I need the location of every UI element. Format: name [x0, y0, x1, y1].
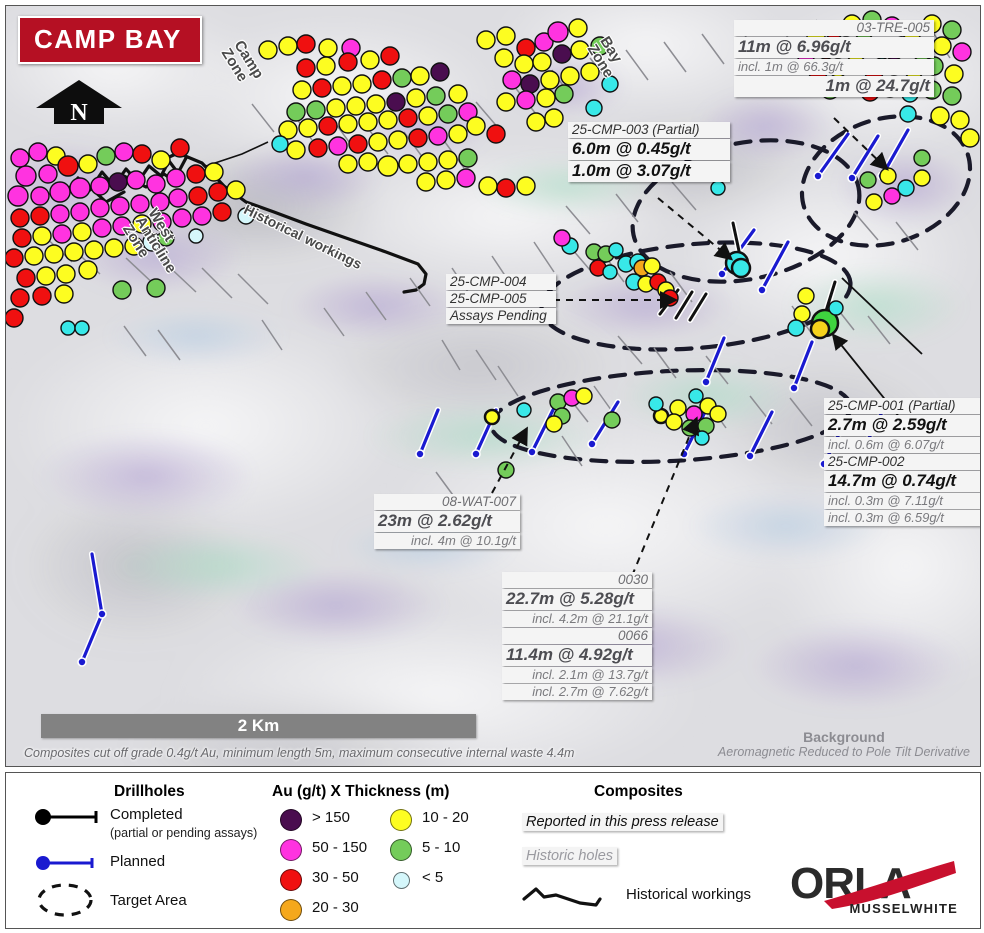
callout-leaders — [491, 117, 889, 577]
planned-drillhole-collars — [77, 171, 887, 667]
callout-25-cmp-001-002: 25-CMP-001 (Partial) 2.7m @ 2.59g/t incl… — [824, 398, 980, 527]
map-panel: CAMP BAY N Camp Zone Bay Zone West Antic… — [5, 5, 981, 767]
map-title-banner: CAMP BAY — [18, 16, 202, 64]
callout-line: 25-CMP-004 — [446, 274, 556, 290]
background-note: Background Aeromagnetic Reduced to Pole … — [718, 729, 970, 759]
leader-25-cmp-001-solid — [841, 277, 923, 355]
legend-grade-gt150-swatch — [280, 809, 302, 831]
callout-line: 25-CMP-002 — [824, 454, 980, 470]
legend-grade-5-10-label: 5 - 10 — [422, 839, 461, 856]
callout-line: 03-TRE-005 — [734, 20, 934, 36]
legend-composites-heading: Composites — [594, 783, 683, 800]
svg-text:N: N — [70, 100, 88, 126]
leader-08-wat-007 — [491, 426, 528, 494]
target-area-far-northeast — [799, 114, 973, 248]
callout-line: incl. 0.3m @ 6.59g/t — [824, 510, 980, 526]
orla-subbrand-label: MUSSELWHITE — [849, 901, 958, 916]
callout-line: 1m @ 24.7g/t — [734, 76, 934, 97]
callout-line: 1.0m @ 3.07g/t — [568, 161, 730, 182]
legend-grade-30-50-label: 30 - 50 — [312, 869, 359, 886]
scale-bar-label: 2 Km — [237, 716, 280, 735]
legend-grade-lt5-label: < 5 — [422, 869, 444, 886]
callout-line: 08-WAT-007 — [374, 494, 520, 510]
legend-historic-chip: Historic holes — [522, 847, 618, 865]
legend-planned-label: Planned — [110, 853, 166, 870]
callout-line: 25-CMP-003 (Partial) — [568, 122, 730, 138]
legend-grade-lt5-swatch — [393, 872, 410, 889]
legend-grade-20-30-label: 20 - 30 — [312, 899, 359, 916]
legend-grade-heading: Au (g/t) X Thickness (m) — [272, 783, 450, 800]
legend-grade-50-150-label: 50 - 150 — [312, 839, 368, 856]
page-title: CAMP BAY — [34, 24, 182, 54]
target-area-icon — [37, 883, 93, 917]
callout-line: 0030 — [502, 572, 652, 588]
legend-grade-30-50-swatch — [280, 869, 302, 891]
callout-03-tre-005: 03-TRE-005 11m @ 6.96g/t incl. 1m @ 66.3… — [734, 20, 934, 98]
historical-workings-icon — [522, 887, 602, 907]
planned-drillhole-icon — [36, 856, 94, 870]
callout-25-cmp-003: 25-CMP-003 (Partial) 6.0m @ 0.45g/t 1.0m… — [568, 122, 730, 183]
callout-line: 2.7m @ 2.59g/t — [824, 415, 980, 436]
callout-line: incl. 0.6m @ 6.07g/t — [824, 437, 980, 453]
callout-line: 25-CMP-001 (Partial) — [824, 398, 980, 414]
target-area-northeast — [630, 138, 862, 284]
callout-line: incl. 2.7m @ 7.62g/t — [502, 684, 652, 700]
callout-line: 11m @ 6.96g/t — [734, 37, 934, 58]
legend-historical-workings-label: Historical workings — [626, 886, 752, 903]
callout-line: incl. 4m @ 10.1g/t — [374, 533, 520, 549]
leader-25-cmp-003 — [657, 197, 734, 261]
background-note-subtitle: Aeromagnetic Reduced to Pole Tilt Deriva… — [717, 745, 970, 759]
callout-line: incl. 4.2m @ 21.1g/t — [502, 611, 652, 627]
callout-25-cmp-004-005: 25-CMP-004 25-CMP-005 Assays Pending — [446, 274, 556, 325]
callout-08-wat-007: 08-WAT-007 23m @ 2.62g/t incl. 4m @ 10.1… — [374, 494, 520, 550]
map-vector-overlay — [6, 10, 980, 667]
callout-line: 14.7m @ 0.74g/t — [824, 471, 980, 492]
callout-line: incl. 0.3m @ 7.11g/t — [824, 493, 980, 509]
legend-reported-chip: Reported in this press release — [522, 813, 723, 831]
legend-grade-50-150-swatch — [280, 839, 302, 861]
completed-drillhole-icon — [35, 809, 98, 825]
callout-line: 0066 — [502, 628, 652, 644]
legend-grade-10-20-swatch — [390, 809, 412, 831]
legend-drillholes-heading: Drillholes — [114, 783, 185, 800]
callout-line: 6.0m @ 0.45g/t — [568, 139, 730, 160]
callout-line: Assays Pending — [446, 308, 556, 324]
callout-line: 25-CMP-005 — [446, 291, 556, 307]
legend-grade-20-30-swatch — [280, 899, 302, 921]
reported-collar-symbols — [483, 250, 840, 426]
callout-line: incl. 2.1m @ 13.7g/t — [502, 667, 652, 683]
legend-target-area-label: Target Area — [110, 892, 187, 909]
legend-panel: Drillholes Completed (partial or pending… — [5, 772, 981, 929]
leader-0030-0066 — [631, 416, 700, 577]
scale-bar: 2 Km — [41, 714, 476, 738]
orla-logo-icon: ORLA — [790, 859, 956, 909]
callout-line: 22.7m @ 5.28g/t — [502, 589, 652, 610]
callout-hole-0030-0066: 0030 22.7m @ 5.28g/t incl. 4.2m @ 21.1g/… — [502, 572, 652, 701]
legend-completed-sub: (partial or pending assays) — [110, 826, 258, 840]
legend-grade-gt150-label: > 150 — [312, 809, 350, 826]
background-note-title: Background — [803, 729, 885, 745]
callout-line: 23m @ 2.62g/t — [374, 511, 520, 532]
callout-line: incl. 1m @ 66.3g/t — [734, 59, 934, 75]
legend-grade-5-10-swatch — [390, 839, 412, 861]
composite-cutoff-note: Composites cut off grade 0.4g/t Au, mini… — [24, 746, 575, 760]
callout-line: 11.4m @ 4.92g/t — [502, 645, 652, 666]
north-arrow-icon: N — [36, 80, 122, 126]
legend-grade-10-20-label: 10 - 20 — [422, 809, 469, 826]
legend-completed-label: Completed — [110, 806, 183, 823]
